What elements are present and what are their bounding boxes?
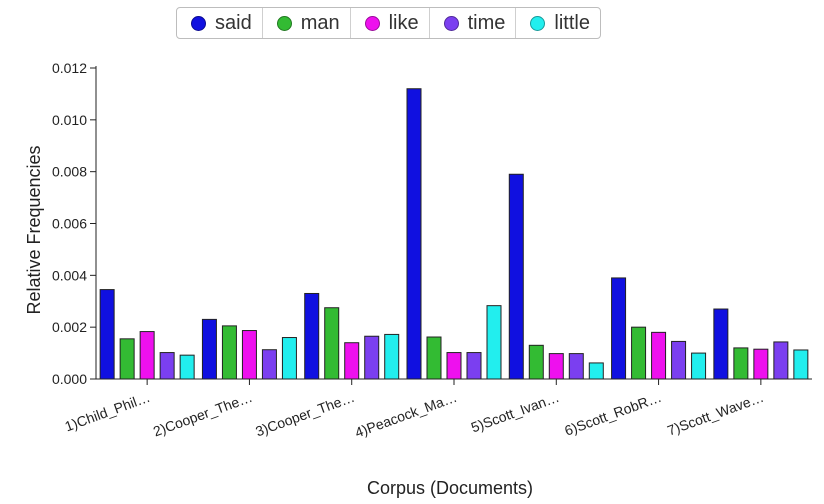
bar-said-6 [611,277,627,380]
bar-said-5 [508,173,524,380]
bar-little-5 [588,362,604,380]
x-tick-label: 5)Scott_Ivan… [469,389,561,436]
bar-man-3 [324,307,340,380]
y-axis-title: Relative Frequencies [24,145,44,314]
bar-like-5 [548,353,564,380]
x-tick-label: 2)Cooper_The… [151,389,254,440]
y-tick-label: 0.000 [52,371,87,387]
x-tick-label: 1)Child_Phil… [63,389,153,435]
chart-legend: said man like time little [176,7,601,39]
bar-like-4 [446,352,462,380]
legend-label-time: time [467,11,506,34]
bar-man-7 [733,347,749,380]
bar-said-1 [99,289,115,380]
bar-said-4 [406,88,422,380]
bar-said-2 [201,318,217,380]
bar-little-4 [486,305,502,380]
bar-said-7 [713,308,729,380]
bar-little-7 [793,349,809,380]
bar-time-2 [261,349,277,380]
bar-like-2 [241,330,257,380]
bar-little-6 [691,352,707,380]
bar-like-1 [139,331,155,380]
bars-group [99,88,809,380]
bar-time-6 [671,340,687,380]
legend-item-time[interactable]: time [430,8,517,38]
y-axis: 0.000 0.002 0.004 0.006 0.008 0.010 0.012 [52,60,97,387]
y-tick-label: 0.012 [52,60,87,76]
bar-like-6 [651,331,667,380]
legend-swatch-little [530,15,546,31]
bar-time-4 [466,352,482,380]
bar-man-2 [221,325,237,380]
y-tick-label: 0.006 [52,216,87,232]
bar-man-6 [631,326,647,380]
y-tick-label: 0.002 [52,319,87,335]
legend-swatch-man [276,15,292,31]
legend-swatch-time [443,15,459,31]
legend-label-man: man [300,11,340,34]
bar-like-3 [344,342,360,380]
legend-label-said: said [215,11,252,34]
legend-label-like: like [388,11,419,34]
x-tick-label: 7)Scott_Wave… [665,389,766,439]
bar-little-1 [179,354,195,380]
bar-man-4 [426,336,442,380]
legend-swatch-said [191,15,206,31]
bar-man-5 [528,344,544,380]
y-tick-label: 0.004 [52,267,87,283]
bar-time-1 [159,352,175,380]
legend-label-little: little [554,11,590,34]
x-tick-label: 6)Scott_RobR… [562,389,663,439]
bar-man-1 [119,338,135,380]
bar-said-3 [304,292,320,380]
legend-item-like[interactable]: like [351,8,430,38]
legend-item-man[interactable]: man [263,8,351,38]
y-tick-label: 0.010 [52,112,87,128]
bar-time-3 [364,335,380,380]
x-axis: 1)Child_Phil…2)Cooper_The…3)Cooper_The…4… [63,378,812,441]
bar-little-2 [281,337,297,380]
legend-item-little[interactable]: little [516,8,600,38]
x-axis-title: Corpus (Documents) [367,478,533,498]
bar-time-5 [568,353,584,380]
x-tick-label: 4)Peacock_Ma… [353,389,459,441]
legend-swatch-like [364,15,380,31]
y-tick-label: 0.008 [52,164,87,180]
legend-item-said[interactable]: said [177,8,263,38]
bar-time-7 [773,341,789,380]
x-tick-label: 3)Cooper_The… [253,389,356,440]
bar-like-7 [753,348,769,380]
bar-little-3 [384,333,400,380]
